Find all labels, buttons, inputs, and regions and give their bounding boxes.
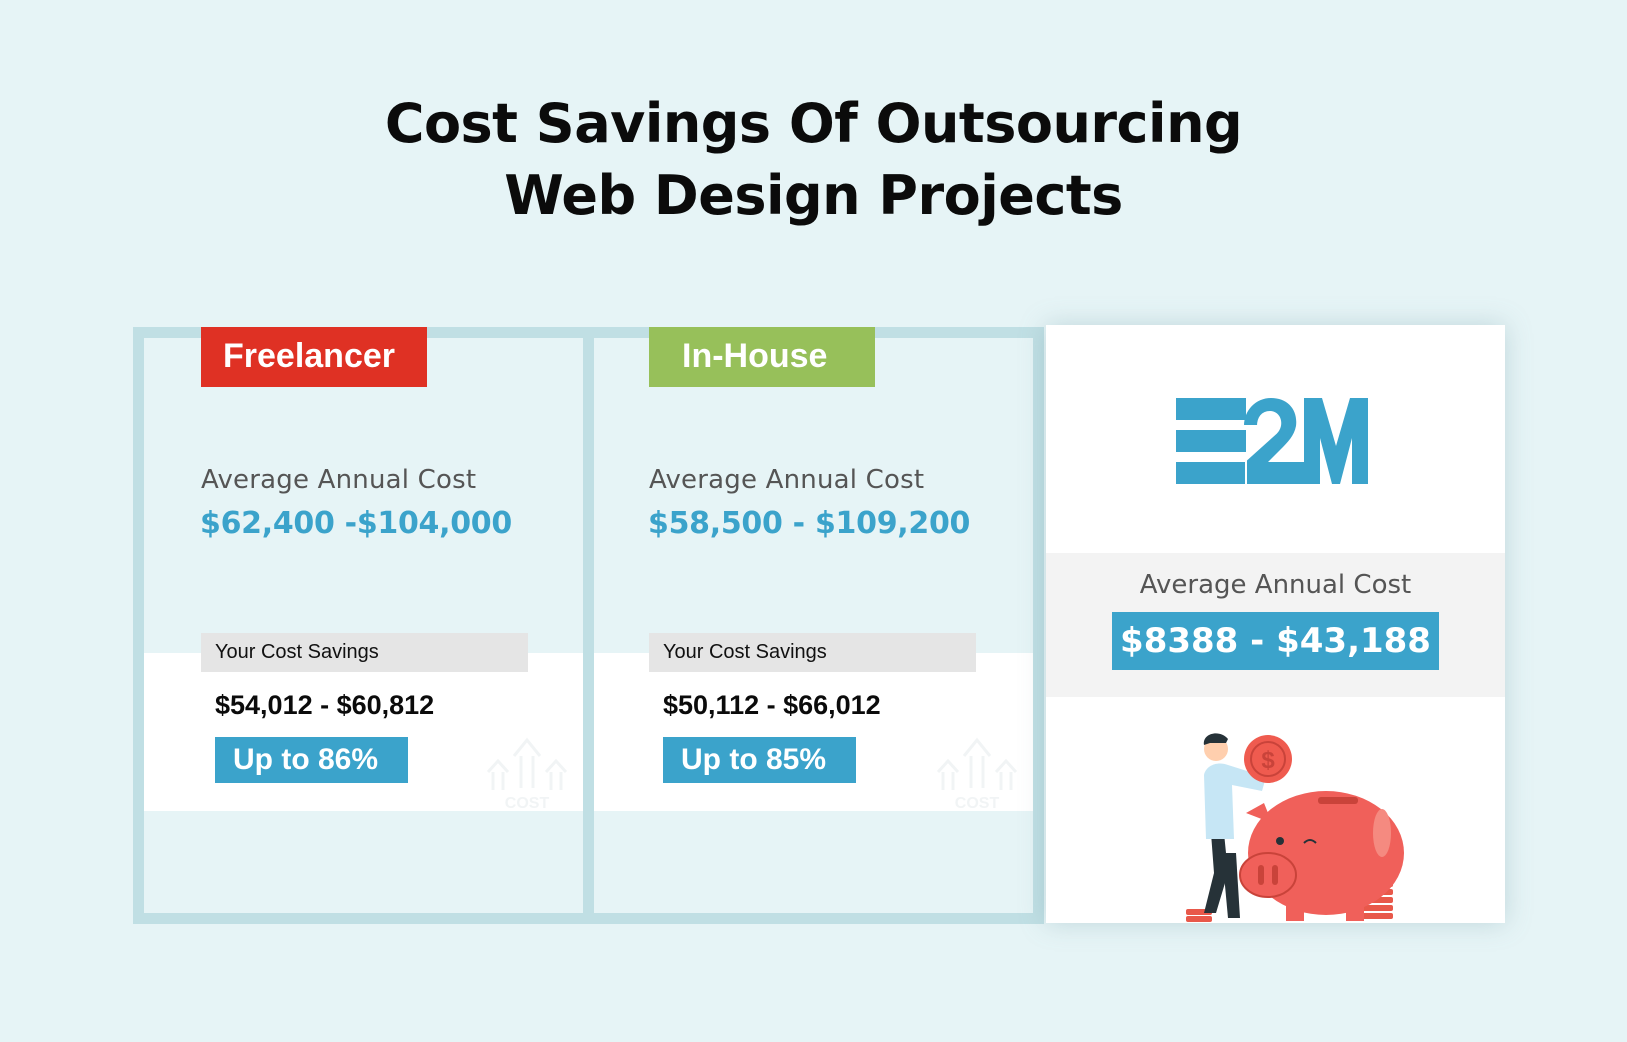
savings-band (594, 653, 1033, 811)
cost-savings-label: Your Cost Savings (649, 633, 976, 672)
avg-cost-value: $58,500 - $109,200 (648, 506, 971, 541)
savings-percent-badge: Up to 86% (215, 737, 408, 783)
svg-text:COST: COST (955, 795, 1000, 810)
piggy-bank-illustration: $ (1186, 733, 1404, 922)
inhouse-tag: In-House (649, 327, 875, 387)
e2m-avg-cost-value: $8388 - $43,188 (1112, 612, 1439, 670)
avg-cost-value: $62,400 -$104,000 (200, 506, 512, 541)
avg-cost-label: Average Annual Cost (649, 465, 925, 495)
e2m-panel: Average Annual Cost $8388 - $43,188 $ (1046, 325, 1505, 923)
cost-up-arrows-icon: COST (486, 737, 568, 810)
avg-cost-label: Average Annual Cost (201, 465, 477, 495)
cost-savings-label: Your Cost Savings (201, 633, 528, 672)
title-line-1: Cost Savings Of Outsourcing (384, 92, 1243, 155)
cost-savings-value: $50,112 - $66,012 (663, 690, 881, 720)
e2m-logo (1176, 398, 1368, 484)
savings-percent-badge: Up to 85% (663, 737, 856, 783)
freelancer-tag: Freelancer (201, 327, 427, 387)
svg-text:COST: COST (505, 795, 550, 810)
savings-band (144, 653, 583, 811)
freelancer-panel: Freelancer Average Annual Cost $62,400 -… (133, 327, 594, 924)
svg-text:$: $ (1261, 747, 1275, 774)
e2m-avg-cost-label: Average Annual Cost (1139, 570, 1412, 600)
title-line-2: Web Design Projects (504, 164, 1123, 227)
cost-up-arrows-icon: COST (936, 737, 1018, 810)
inhouse-panel: In-House Average Annual Cost $58,500 - $… (583, 327, 1044, 924)
page-title: Cost Savings Of Outsourcing Web Design P… (0, 88, 1627, 232)
cost-savings-value: $54,012 - $60,812 (215, 690, 435, 720)
